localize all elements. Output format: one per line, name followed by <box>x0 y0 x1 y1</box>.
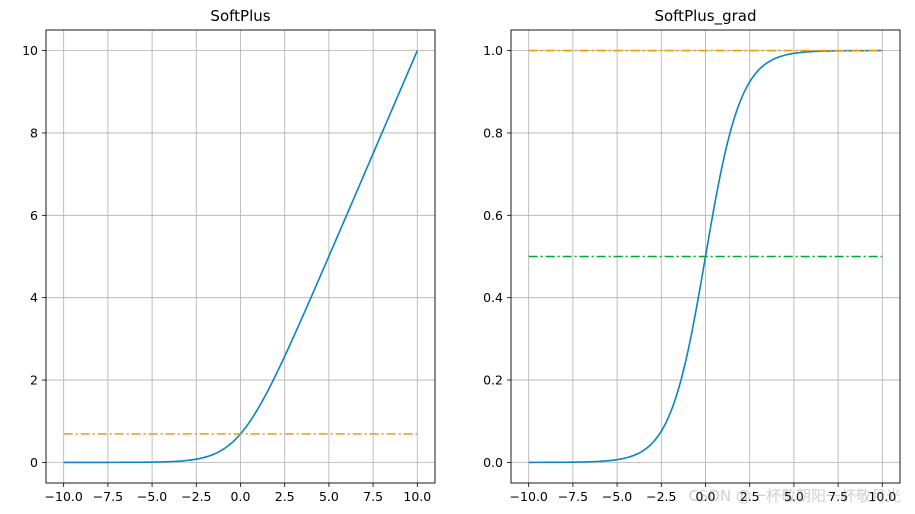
x-tick-label: 7.5 <box>363 489 383 504</box>
y-tick-label: 0 <box>30 455 38 470</box>
x-tick-label: 10.0 <box>403 489 431 504</box>
y-tick-label: 6 <box>30 208 38 223</box>
x-tick-label: 10.0 <box>868 489 896 504</box>
y-tick-label: 0.6 <box>483 208 503 223</box>
x-tick-label: −2.5 <box>646 489 676 504</box>
x-tick-label: 5.0 <box>319 489 339 504</box>
x-tick-label: 2.5 <box>275 489 295 504</box>
y-tick-label: 0.2 <box>483 373 503 388</box>
y-tick-label: 0.0 <box>483 455 503 470</box>
x-tick-label: 0.0 <box>696 489 716 504</box>
x-tick-label: −2.5 <box>181 489 211 504</box>
x-tick-label: −10.0 <box>510 489 548 504</box>
y-tick-label: 10 <box>22 43 38 58</box>
x-tick-label: −10.0 <box>45 489 83 504</box>
x-tick-label: 5.0 <box>784 489 804 504</box>
x-tick-label: 2.5 <box>740 489 760 504</box>
x-tick-label: −7.5 <box>93 489 123 504</box>
x-tick-label: −7.5 <box>558 489 588 504</box>
y-tick-label: 4 <box>30 290 38 305</box>
x-tick-label: 0.0 <box>231 489 251 504</box>
y-tick-label: 2 <box>30 373 38 388</box>
y-tick-label: 0.8 <box>483 125 503 140</box>
y-tick-label: 1.0 <box>483 43 503 58</box>
x-tick-label: −5.0 <box>137 489 167 504</box>
y-tick-label: 0.4 <box>483 290 503 305</box>
y-tick-label: 8 <box>30 125 38 140</box>
x-tick-label: −5.0 <box>602 489 632 504</box>
watermark-text: CSDN @一杯敬朝阳一杯敬月光 <box>688 487 901 505</box>
chart-title: SoftPlus_grad <box>654 7 756 26</box>
chart-title: SoftPlus <box>210 7 270 25</box>
x-tick-label: 7.5 <box>828 489 848 504</box>
